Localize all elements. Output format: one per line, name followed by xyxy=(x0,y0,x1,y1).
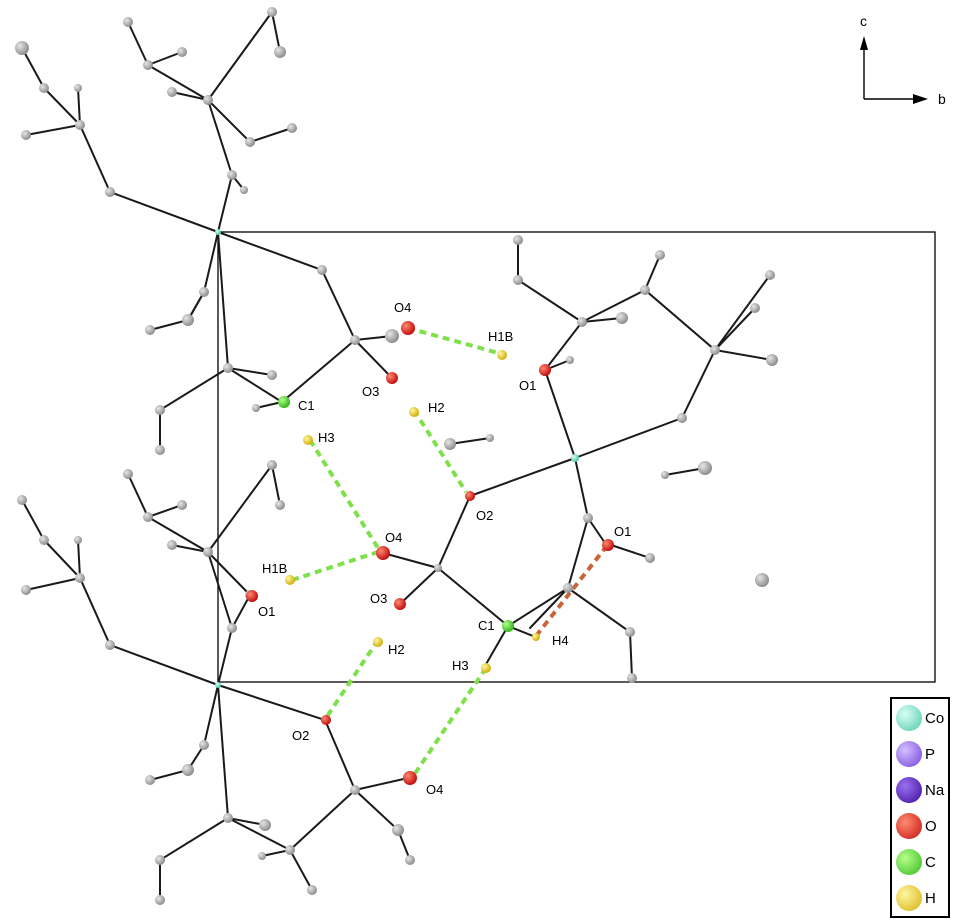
legend-label-c: C xyxy=(925,854,936,871)
label-o2-mid: O2 xyxy=(476,508,493,523)
legend-item-o: O xyxy=(894,809,950,843)
axis-b-label: b xyxy=(938,91,946,107)
label-o2-low: O2 xyxy=(292,728,309,743)
legend-label-h: H xyxy=(925,890,936,907)
legend-item-p: P xyxy=(894,737,950,771)
label-o1-top: O1 xyxy=(519,378,536,393)
label-h2-mid: H2 xyxy=(388,642,405,657)
label-o3-mid: O3 xyxy=(370,591,387,606)
covalent-bonds xyxy=(21,11,773,901)
label-o4-low: O4 xyxy=(426,782,443,797)
legend-item-co: Co xyxy=(894,701,950,735)
carbon-hydrogen-atoms xyxy=(15,7,778,905)
legend-label-co: Co xyxy=(925,710,945,727)
label-o3-top: O3 xyxy=(362,384,379,399)
cobalt-atoms xyxy=(215,229,579,688)
legend-label-p: P xyxy=(925,746,936,763)
label-h1b-mid: H1B xyxy=(262,561,287,576)
label-h2-top: H2 xyxy=(428,400,445,415)
label-h1b-top: H1B xyxy=(488,329,513,344)
legend-item-na: Na xyxy=(894,773,950,807)
legend-item-h: H xyxy=(894,881,950,915)
hydrogen-bonds xyxy=(291,326,608,780)
label-o1-left: O1 xyxy=(258,604,275,619)
label-c1-top: C1 xyxy=(298,398,315,413)
labelled-hydrogen-atoms xyxy=(285,350,540,673)
legend-swatch-o xyxy=(896,813,922,839)
labelled-carbon-atoms xyxy=(278,396,514,632)
legend-swatch-co xyxy=(896,705,922,731)
label-c1-mid: C1 xyxy=(478,618,495,633)
legend-swatch-p xyxy=(896,741,922,767)
label-h3-top: H3 xyxy=(318,430,335,445)
legend-swatch-na xyxy=(896,777,922,803)
legend-swatch-h xyxy=(896,885,922,911)
label-h4-mid: H4 xyxy=(552,633,569,648)
label-o1-right: O1 xyxy=(614,524,631,539)
element-legend: Co P Na O C H xyxy=(890,697,950,918)
oxygen-atoms xyxy=(246,321,614,785)
legend-item-c: C xyxy=(894,845,950,879)
axis-indicator: c b xyxy=(860,13,946,107)
legend-label-o: O xyxy=(925,818,937,835)
legend-label-na: Na xyxy=(925,782,945,799)
label-h3-mid: H3 xyxy=(452,658,469,673)
axis-c-label: c xyxy=(860,13,867,29)
legend-swatch-c xyxy=(896,849,922,875)
label-o4-top: O4 xyxy=(394,300,411,315)
unit-cell-outline xyxy=(217,231,936,683)
atom-labels: O4 H1B O1 O3 H2 C1 H3 O2 O1 O4 H1B O1 O3… xyxy=(258,300,631,797)
label-o4-mid: O4 xyxy=(385,530,402,545)
